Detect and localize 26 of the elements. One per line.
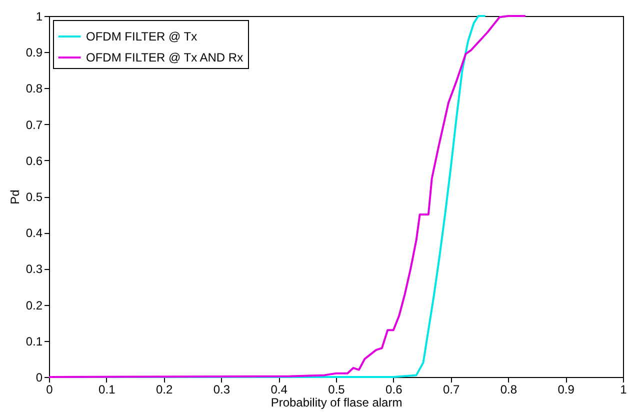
x-tick-label: 0.2 [156, 382, 173, 396]
y-tick-label: 0.4 [26, 226, 43, 240]
y-axis-title: Pd [8, 190, 22, 204]
x-tick-label: 0.5 [328, 382, 346, 396]
y-tick-label: 0.3 [26, 262, 43, 276]
y-tick-label: 0 [36, 370, 43, 384]
y-tick-label: 0.5 [26, 190, 43, 204]
x-tick-label: 0 [46, 382, 54, 396]
x-tick-label: 0.4 [270, 382, 288, 396]
x-tick-label: 0.7 [442, 382, 460, 396]
x-tick-label: 0.1 [98, 382, 116, 396]
y-tick-label: 1 [36, 10, 43, 24]
legend-label: OFDM FILTER @ Tx AND Rx [86, 50, 244, 64]
x-tick-label: 0.6 [386, 382, 403, 396]
y-tick-label: 0.7 [26, 118, 43, 132]
y-tick-label: 0.1 [26, 334, 43, 348]
x-axis-title: Probability of flase alarm [270, 396, 402, 410]
x-tick-label: 0.8 [500, 382, 518, 396]
x-tick-label: 0.3 [213, 382, 230, 396]
legend-label: OFDM FILTER @ Tx [86, 30, 198, 44]
x-tick-label: 0.9 [558, 382, 575, 396]
y-tick-label: 0.8 [26, 82, 43, 96]
y-tick-label: 0.2 [26, 298, 43, 312]
y-tick-label: 0.6 [26, 154, 43, 168]
x-tick-label: 1 [620, 382, 628, 396]
y-tick-label: 0.9 [26, 46, 43, 60]
